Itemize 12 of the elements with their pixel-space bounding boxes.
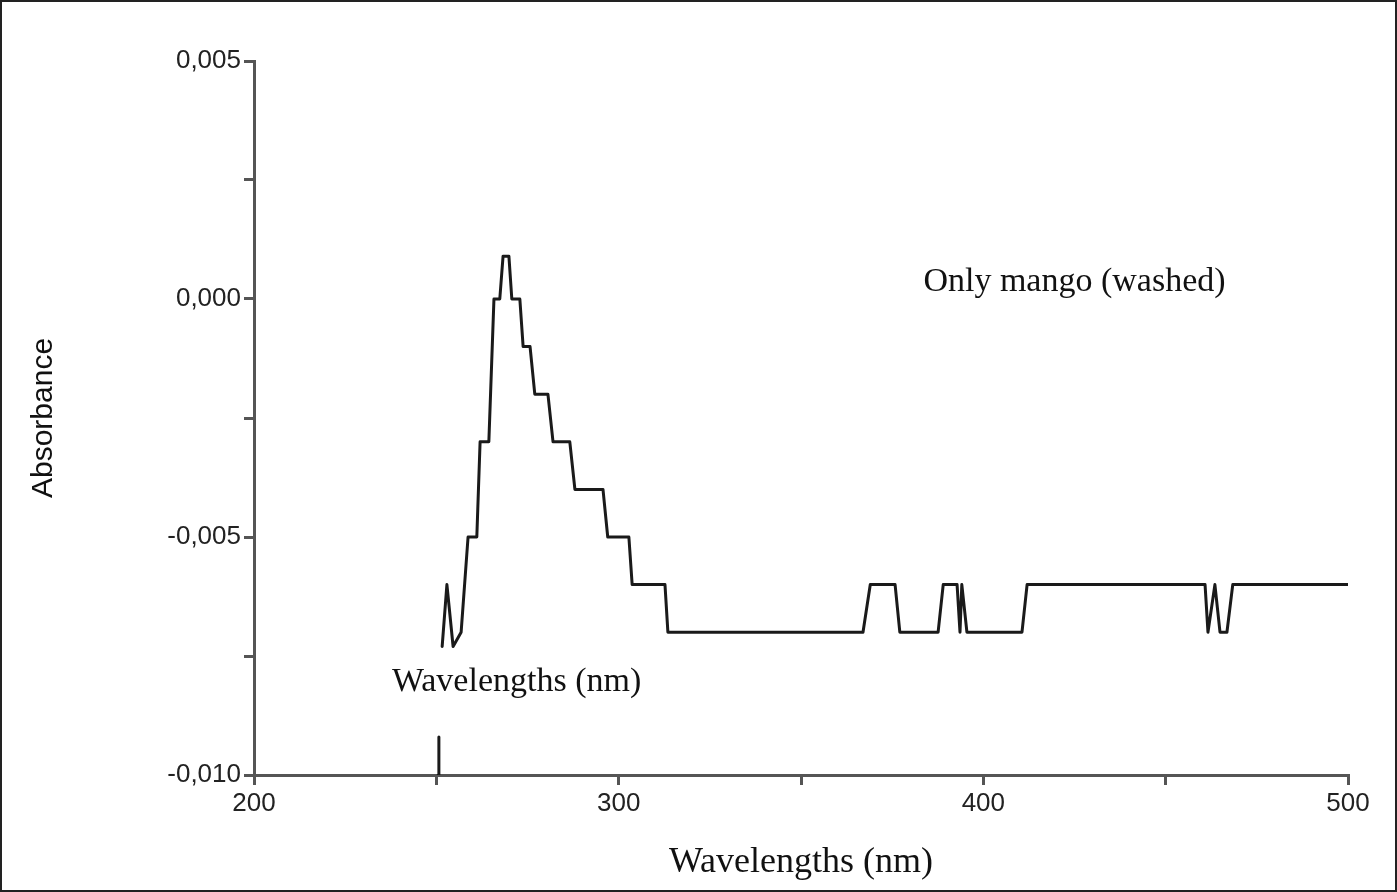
annotation: Wavelengths (nm) (391, 661, 642, 700)
y-tick-label: 0,000 (175, 282, 241, 313)
x-tick-label: 200 (232, 786, 276, 817)
y-axis-title: Absorbance (25, 337, 59, 499)
annotation: Only mango (washed) (923, 261, 1226, 300)
x-tick-label: 400 (961, 786, 1006, 817)
x-axis-title: Wavelengths (nm) (668, 839, 934, 880)
x-tick-label: 500 (1326, 786, 1370, 817)
y-tick-label: -0,005 (167, 520, 241, 551)
y-tick-label: 0,005 (175, 44, 241, 75)
y-tick-label: -0,010 (167, 758, 241, 789)
x-tick-label: 300 (596, 786, 641, 817)
